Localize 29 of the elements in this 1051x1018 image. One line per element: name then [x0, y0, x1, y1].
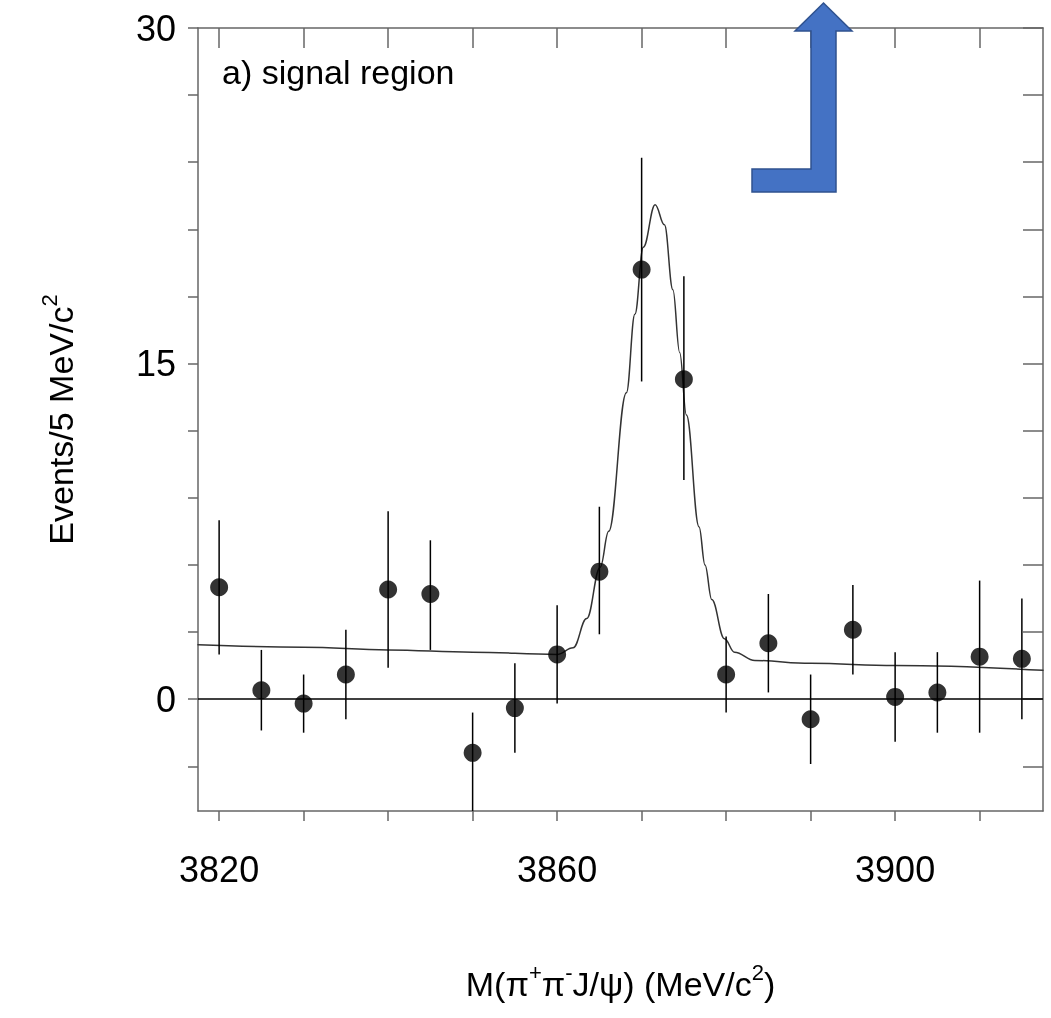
point: [717, 665, 736, 684]
x-tick-label: 3900: [855, 848, 936, 890]
point: [970, 647, 989, 666]
point: [759, 634, 778, 653]
y-tick-label: 0: [155, 678, 176, 720]
point: [294, 694, 313, 713]
point: [843, 620, 862, 639]
point: [463, 743, 482, 762]
point: [548, 645, 567, 664]
point: [674, 370, 693, 389]
point: [505, 699, 524, 718]
line-series: [197, 203, 1044, 672]
y-tick-label: 30: [135, 7, 176, 49]
point: [252, 681, 271, 700]
y-tick-label: 15: [135, 343, 176, 385]
point: [928, 683, 947, 702]
point: [632, 260, 651, 279]
point: [886, 687, 905, 706]
x-tick-label: 3860: [517, 848, 598, 890]
point: [590, 562, 609, 581]
annotation: a) signal region: [222, 53, 455, 91]
point: [421, 585, 440, 603]
x-tick-label: 3820: [179, 848, 260, 890]
point: [210, 578, 229, 597]
y-axis-title: Events/5 MeV/c2: [36, 294, 80, 545]
point: [336, 665, 355, 684]
point: [1012, 649, 1031, 668]
point: [801, 710, 820, 729]
point: [379, 580, 398, 599]
